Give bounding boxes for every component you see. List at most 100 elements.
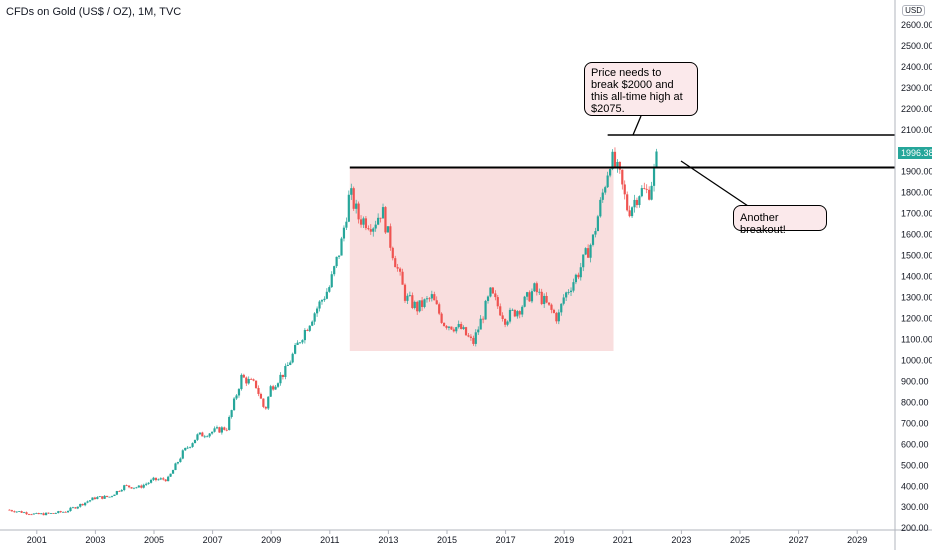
candle-body xyxy=(462,327,465,329)
candle-body xyxy=(608,169,612,176)
candle-body xyxy=(225,429,228,431)
candle-body xyxy=(655,151,658,167)
y-tick-label: 2400.00 xyxy=(901,62,932,72)
candle-body xyxy=(372,228,375,232)
x-tick-label: 2011 xyxy=(320,535,339,545)
candle-body xyxy=(584,248,587,255)
candle-body xyxy=(113,494,116,497)
candle-body xyxy=(418,300,421,312)
candle-body xyxy=(286,364,289,366)
candle-body xyxy=(276,383,280,387)
candle-body xyxy=(320,300,324,302)
chart-title: CFDs on Gold (US$ / OZ), 1M, TVC xyxy=(6,6,182,18)
candle-body xyxy=(281,374,285,377)
candle-body xyxy=(86,501,89,503)
candle-body xyxy=(242,374,245,378)
candle-body xyxy=(296,342,299,346)
y-tick-label: 1600.00 xyxy=(901,230,932,240)
candle-body xyxy=(645,188,648,190)
candle-body xyxy=(596,216,599,232)
candle-body xyxy=(535,283,538,293)
candle-body xyxy=(577,274,580,278)
candle-body xyxy=(44,512,48,516)
candle-body xyxy=(643,188,646,189)
candle-body xyxy=(623,184,626,195)
candle-body xyxy=(223,427,226,430)
candle-body xyxy=(176,462,180,464)
candle-body xyxy=(179,458,182,463)
candle-body xyxy=(164,479,167,482)
candle-body xyxy=(193,439,197,444)
candle-body xyxy=(118,491,121,492)
candle-body xyxy=(633,199,636,208)
candle-body xyxy=(630,207,634,217)
candle-body xyxy=(416,301,419,312)
candle-body xyxy=(10,510,13,512)
candle-body xyxy=(159,478,162,480)
candle-body xyxy=(342,227,346,239)
candle-body xyxy=(59,511,62,513)
candle-body xyxy=(191,443,194,447)
candle-body xyxy=(289,362,292,365)
candle-body xyxy=(518,311,521,315)
candle-body xyxy=(269,386,272,397)
candle-body xyxy=(469,336,473,338)
candle-body xyxy=(591,234,595,245)
last-price-tag: 1996.38 xyxy=(898,147,932,159)
candle-body xyxy=(513,309,516,317)
candle-body xyxy=(579,267,582,278)
candle-body xyxy=(291,353,294,363)
candle-body xyxy=(650,185,653,200)
candle-body xyxy=(257,387,260,394)
y-tick-label: 300.00 xyxy=(901,502,929,512)
candle-body xyxy=(567,292,570,293)
candle-body xyxy=(335,256,338,267)
candle-body xyxy=(511,309,514,311)
candle-body xyxy=(303,329,306,341)
y-tick-label: 400.00 xyxy=(901,481,929,491)
x-tick-label: 2007 xyxy=(203,535,223,545)
candle-body xyxy=(198,432,201,435)
ath-note: Price needs to break $2000 and this all-… xyxy=(584,62,698,116)
y-tick-label: 600.00 xyxy=(901,439,929,449)
candle-body xyxy=(594,231,597,235)
candle-body xyxy=(482,318,485,320)
candle-body xyxy=(499,306,502,316)
candle-body xyxy=(430,294,433,299)
x-tick-label: 2019 xyxy=(554,535,574,545)
candle-body xyxy=(30,514,33,516)
candle-body xyxy=(15,511,18,513)
candle-body xyxy=(484,300,487,320)
breakout-note: Another breakout! xyxy=(733,205,827,236)
candle-body xyxy=(167,476,170,482)
candle-body xyxy=(323,298,326,301)
candle-body xyxy=(22,512,26,514)
candle-body xyxy=(120,490,123,492)
candle-body xyxy=(626,194,629,211)
currency-badge[interactable]: USD xyxy=(902,5,925,16)
candle-body xyxy=(27,514,31,515)
candle-body xyxy=(35,513,38,514)
x-tick-label: 2001 xyxy=(27,535,47,545)
candle-body xyxy=(57,511,60,514)
candle-body xyxy=(184,447,187,451)
candle-body xyxy=(42,513,45,516)
candle-body xyxy=(237,389,241,396)
candle-body xyxy=(501,315,504,319)
candle-body xyxy=(130,487,133,489)
candle-body xyxy=(142,484,145,488)
candle-body xyxy=(352,188,355,209)
candle-body xyxy=(467,335,470,337)
candle-body xyxy=(357,203,360,220)
candle-body xyxy=(611,151,614,170)
candle-body xyxy=(152,477,155,480)
candle-body xyxy=(425,298,429,300)
candle-body xyxy=(530,291,534,302)
x-tick-label: 2009 xyxy=(261,535,281,545)
candle-body xyxy=(110,496,114,497)
y-tick-label: 500.00 xyxy=(901,460,929,470)
candle-body xyxy=(20,511,23,513)
candle-body xyxy=(218,427,221,433)
candle-body xyxy=(206,436,209,438)
